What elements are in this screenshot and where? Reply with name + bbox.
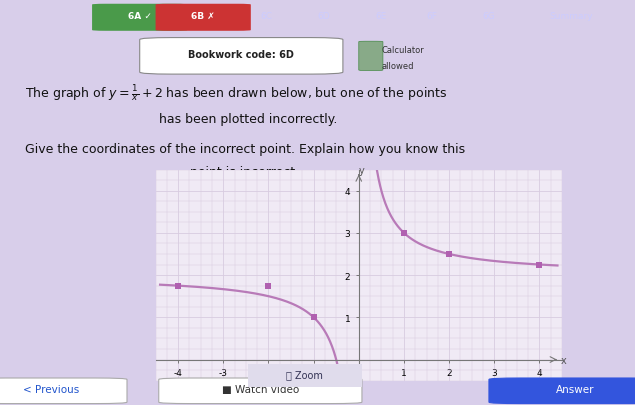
FancyBboxPatch shape bbox=[242, 363, 368, 388]
FancyBboxPatch shape bbox=[489, 378, 635, 403]
Text: 6E: 6E bbox=[375, 12, 387, 21]
FancyBboxPatch shape bbox=[0, 378, 127, 403]
Text: x: x bbox=[561, 355, 567, 364]
Text: has been plotted incorrectly.: has been plotted incorrectly. bbox=[159, 112, 337, 126]
Text: Summary: Summary bbox=[550, 12, 593, 21]
Text: 6C: 6C bbox=[261, 12, 272, 21]
Text: 6B ✗: 6B ✗ bbox=[191, 12, 215, 21]
FancyBboxPatch shape bbox=[92, 5, 187, 32]
FancyBboxPatch shape bbox=[159, 378, 362, 403]
Text: 6D: 6D bbox=[318, 12, 330, 21]
Text: 6G: 6G bbox=[483, 12, 495, 21]
Text: point is incorrect.: point is incorrect. bbox=[190, 166, 300, 179]
Text: 🔍 Zoom: 🔍 Zoom bbox=[286, 369, 323, 379]
Text: 6F: 6F bbox=[426, 12, 438, 21]
FancyBboxPatch shape bbox=[140, 38, 343, 75]
Text: < Previous: < Previous bbox=[23, 384, 79, 394]
Text: Bookwork code: 6D: Bookwork code: 6D bbox=[189, 50, 294, 60]
Text: The graph of $y = \frac{1}{x} + 2$ has been drawn below, but one of the points: The graph of $y = \frac{1}{x} + 2$ has b… bbox=[25, 83, 448, 104]
Text: Calculator: Calculator bbox=[381, 46, 424, 55]
FancyBboxPatch shape bbox=[359, 42, 383, 71]
Text: Answer: Answer bbox=[556, 384, 594, 394]
FancyBboxPatch shape bbox=[156, 5, 251, 32]
Text: allowed: allowed bbox=[381, 62, 413, 71]
Text: 6A ✓: 6A ✓ bbox=[128, 12, 152, 21]
Text: Give the coordinates of the incorrect point. Explain how you know this: Give the coordinates of the incorrect po… bbox=[25, 143, 465, 156]
Text: ■ Watch video: ■ Watch video bbox=[222, 384, 299, 394]
Text: y: y bbox=[359, 166, 365, 175]
